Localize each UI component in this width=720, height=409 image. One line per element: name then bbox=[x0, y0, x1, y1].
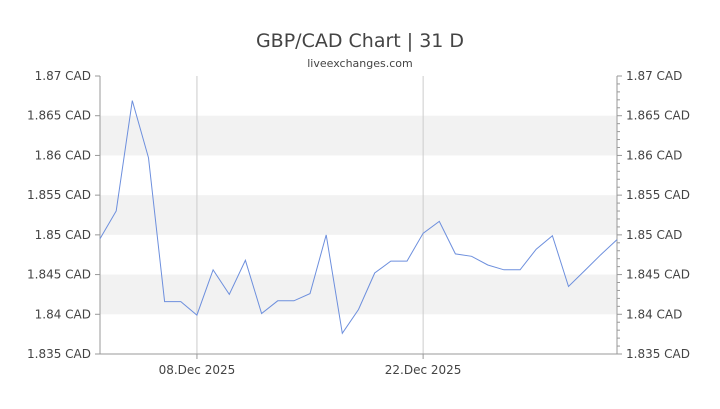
axes bbox=[99, 76, 618, 355]
y-tick-label: 1.865 CAD bbox=[27, 109, 91, 123]
chart-subtitle: liveexchanges.com bbox=[307, 57, 412, 70]
background-bands bbox=[100, 115, 617, 315]
series-line bbox=[99, 100, 618, 335]
grid-band bbox=[100, 115, 617, 156]
y-tick-label-right: 1.86 CAD bbox=[626, 148, 682, 162]
x-axis: 08.Dec 2025 22.Dec 2025 bbox=[159, 354, 462, 377]
y-tick-label-right: 1.855 CAD bbox=[626, 188, 690, 202]
y-tick-label-right: 1.865 CAD bbox=[626, 109, 690, 123]
x-tick-label: 22.Dec 2025 bbox=[385, 363, 462, 377]
y-tick-label: 1.85 CAD bbox=[35, 228, 91, 242]
y-tick-label: 1.86 CAD bbox=[35, 148, 91, 162]
y-tick-label-right: 1.87 CAD bbox=[626, 69, 682, 83]
y-tick-label-right: 1.85 CAD bbox=[626, 228, 682, 242]
chart-title: GBP/CAD Chart | 31 D bbox=[256, 30, 464, 52]
grid-band bbox=[100, 274, 617, 315]
vertical-gridlines bbox=[196, 76, 424, 354]
x-tick-label: 08.Dec 2025 bbox=[159, 363, 236, 377]
y-tick-label: 1.835 CAD bbox=[27, 347, 91, 361]
y-tick-label: 1.84 CAD bbox=[35, 307, 91, 321]
y-tick-label-right: 1.845 CAD bbox=[626, 268, 690, 282]
y-axis-right: 1.87 CAD 1.865 CAD 1.86 CAD 1.855 CAD 1.85 C… bbox=[617, 69, 690, 361]
y-tick-label: 1.855 CAD bbox=[27, 188, 91, 202]
y-axis-left: 1.87 CAD 1.865 CAD 1.86 CAD 1.855 CAD 1.85 C… bbox=[27, 69, 100, 361]
grid-band bbox=[100, 195, 617, 235]
y-tick-label: 1.845 CAD bbox=[27, 268, 91, 282]
y-tick-label-right: 1.835 CAD bbox=[626, 347, 690, 361]
series-layer bbox=[99, 100, 618, 335]
y-tick-label-right: 1.84 CAD bbox=[626, 307, 682, 321]
y-tick-label: 1.87 CAD bbox=[35, 69, 91, 83]
